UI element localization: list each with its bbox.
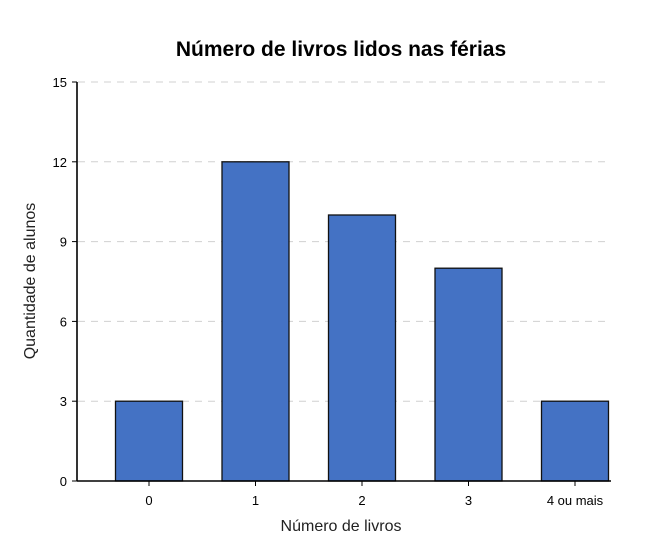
x-tick-labels: 0 1 2 3 4 ou mais <box>145 481 604 508</box>
x-tick-label: 4 ou mais <box>547 493 604 508</box>
chart-title: Número de livros lidos nas férias <box>176 38 506 61</box>
x-axis-label: Número de livros <box>281 518 402 535</box>
bar-0 <box>114 400 184 482</box>
bar-2 <box>327 214 397 482</box>
y-tick-label: 9 <box>60 235 67 250</box>
y-axis-label: Quantidade de alunos <box>22 203 39 360</box>
x-tick-label: 2 <box>358 493 365 508</box>
y-tick-label: 15 <box>53 75 67 90</box>
bar-4 <box>540 400 610 482</box>
x-tick-label: 1 <box>252 493 259 508</box>
x-tick-label: 0 <box>145 493 152 508</box>
x-tick-label: 3 <box>465 493 472 508</box>
bars <box>114 161 610 482</box>
y-tick-label: 0 <box>60 474 67 489</box>
y-tick-label: 6 <box>60 314 67 329</box>
y-tick-label: 3 <box>60 394 67 409</box>
bar-1 <box>221 161 290 482</box>
y-tick-labels: 0 3 6 9 12 15 <box>53 75 77 489</box>
y-tick-label: 12 <box>53 155 67 170</box>
bar-3 <box>434 267 503 482</box>
